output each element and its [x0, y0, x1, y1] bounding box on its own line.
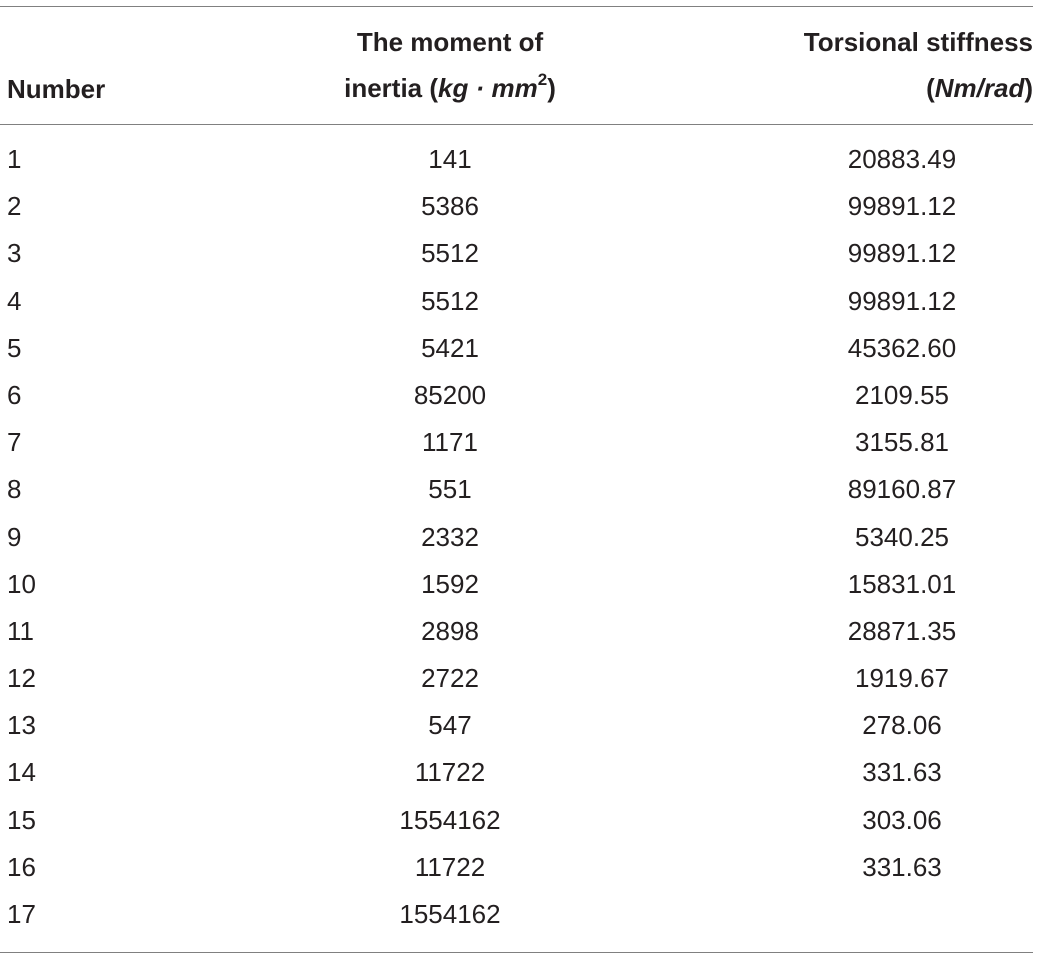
- cell-torsional-stiffness: 28871.35: [847, 615, 957, 646]
- cell-number: 12: [7, 663, 36, 694]
- table-row: 2 5386 99891.12: [0, 183, 1039, 230]
- cell-inertia: 85200: [413, 379, 487, 410]
- cell-number: 6: [7, 379, 22, 410]
- header-torsion-line1: Torsional stiffness: [803, 27, 1033, 57]
- cell-number: 15: [7, 804, 36, 835]
- table-row: 8 551 89160.87: [0, 466, 1039, 513]
- cell-torsional-stiffness: 99891.12: [847, 238, 957, 269]
- cell-number: 2: [7, 191, 22, 222]
- unit-nm-per-rad: Nm/rad: [934, 73, 1025, 103]
- table-row: 11 2898 28871.35: [0, 608, 1039, 655]
- table-row: 6 85200 2109.55: [0, 372, 1039, 419]
- header-inertia-line2: inertia (kg · mm2): [330, 65, 570, 111]
- cell-inertia: 11722: [414, 851, 486, 882]
- cell-number: 1: [7, 144, 22, 174]
- cell-inertia: 141: [428, 144, 472, 174]
- cell-inertia: 5421: [421, 332, 479, 363]
- cell-inertia: 11722: [414, 757, 486, 788]
- cell-inertia: 5512: [421, 238, 479, 269]
- cell-torsional-stiffness: 3155.81: [855, 427, 949, 458]
- header-moment-of-inertia: The moment of inertia (kg · mm2): [330, 19, 570, 111]
- cell-inertia: 2722: [421, 663, 479, 694]
- cell-inertia: 2898: [421, 615, 479, 646]
- cell-torsional-stiffness: 331.63: [862, 757, 942, 788]
- cell-inertia: 1554162: [399, 804, 501, 835]
- cell-torsional-stiffness: 20883.49: [847, 144, 957, 174]
- cell-torsional-stiffness: 5340.25: [855, 521, 949, 552]
- header-inertia-line1: The moment of: [356, 27, 544, 57]
- cell-inertia: 1171: [422, 427, 478, 458]
- cell-torsional-stiffness: 99891.12: [847, 285, 957, 316]
- table-row: 16 11722 331.63: [0, 844, 1039, 891]
- header-torsion-line2: (Nm/rad): [770, 65, 1033, 111]
- unit-dot: ·: [468, 73, 492, 103]
- unit-mm: mm: [491, 73, 538, 103]
- table-row: 5 5421 45362.60: [0, 325, 1039, 372]
- table-row: 3 5512 99891.12: [0, 230, 1039, 277]
- cell-inertia: 551: [428, 474, 472, 505]
- cell-torsional-stiffness: 278.06: [862, 710, 942, 741]
- table-row: 17 1554162: [0, 891, 1039, 938]
- table-row: 13 547 278.06: [0, 702, 1039, 749]
- table-row: 7 1171 3155.81: [0, 419, 1039, 466]
- table-row: 12 2722 1919.67: [0, 655, 1039, 702]
- table-row: 9 2332 5340.25: [0, 514, 1039, 561]
- unit-exponent: 2: [537, 70, 548, 90]
- cell-number: 13: [7, 710, 36, 741]
- table-row: 1 141 20883.49: [0, 136, 1039, 183]
- cell-number: 17: [7, 899, 36, 929]
- cell-torsional-stiffness: 99891.12: [847, 191, 957, 222]
- cell-inertia: 1554162: [399, 899, 501, 929]
- table-row: 4 5512 99891.12: [0, 278, 1039, 325]
- cell-inertia: 1592: [421, 568, 479, 599]
- cell-inertia: 2332: [421, 521, 479, 552]
- cell-torsional-stiffness: 1919.67: [855, 663, 949, 694]
- table-row: 15 1554162 303.06: [0, 797, 1039, 844]
- cell-inertia: 547: [428, 710, 472, 741]
- table-row: 14 11722 331.63: [0, 749, 1039, 796]
- cell-torsional-stiffness: 2109.55: [855, 379, 949, 410]
- cell-inertia: 5512: [421, 285, 479, 316]
- cell-number: 3: [7, 238, 22, 269]
- cell-torsional-stiffness: 303.06: [862, 804, 942, 835]
- cell-number: 7: [7, 427, 22, 458]
- header-rule: [0, 124, 1033, 125]
- cell-number: 14: [7, 757, 36, 788]
- cell-number: 5: [7, 332, 22, 363]
- header-torsional-stiffness: Torsional stiffness (Nm/rad): [770, 19, 1033, 111]
- header-number: Number: [7, 74, 106, 104]
- table-row: 10 1592 15831.01: [0, 561, 1039, 608]
- cell-number: 11: [7, 615, 34, 646]
- cell-inertia: 5386: [421, 191, 479, 222]
- cell-number: 16: [7, 851, 36, 882]
- header-inertia-suffix: ): [547, 73, 556, 103]
- cell-number: 9: [7, 521, 22, 552]
- top-rule: [0, 6, 1033, 7]
- cell-number: 8: [7, 474, 22, 505]
- unit-kg: kg: [438, 73, 469, 103]
- bottom-rule: [0, 952, 1033, 953]
- header-inertia-prefix: inertia (: [344, 73, 439, 103]
- cell-torsional-stiffness: 89160.87: [847, 474, 957, 505]
- cell-number: 4: [7, 285, 22, 316]
- cell-torsional-stiffness: 45362.60: [847, 332, 957, 363]
- cell-torsional-stiffness: 331.63: [862, 851, 942, 882]
- cell-torsional-stiffness: 15831.01: [847, 568, 957, 599]
- cell-number: 10: [7, 568, 36, 599]
- header-torsion-prefix: (: [926, 73, 935, 103]
- table-body: 1 141 20883.49 2 5386 99891.12 3 5512 99891.12 4 5…: [0, 136, 1039, 938]
- header-torsion-suffix: ): [1024, 73, 1033, 103]
